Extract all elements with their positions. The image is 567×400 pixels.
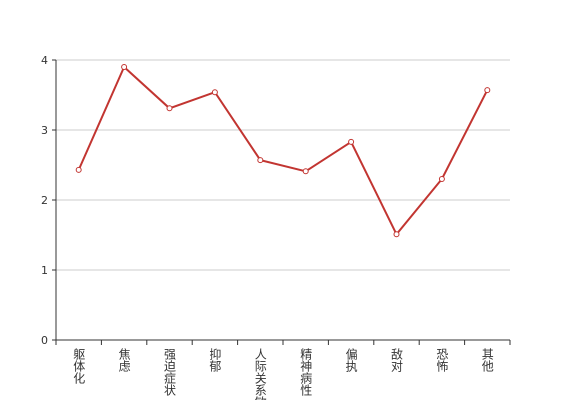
x-tick-label: 躯体化: [72, 347, 86, 385]
data-point: [302, 168, 309, 175]
y-tick-label: 2: [41, 194, 48, 207]
data-point: [438, 176, 445, 182]
y-tick-label: 0: [41, 334, 48, 347]
x-tick-label: 强迫症状: [163, 348, 177, 396]
y-tick-label: 4: [41, 54, 48, 67]
data-point: [484, 87, 491, 94]
x-tick-label: 焦虑: [117, 348, 131, 372]
data-point: [211, 89, 218, 96]
data-point: [393, 231, 400, 238]
data-point: [166, 105, 173, 112]
x-tick-label: 精神病性: [299, 348, 313, 397]
series-line: [77, 65, 489, 237]
y-tick-label: 1: [41, 264, 48, 277]
x-tick-label: 敌对: [390, 347, 404, 372]
data-point: [348, 138, 355, 145]
data-point: [121, 64, 128, 70]
data-point: [257, 157, 264, 164]
x-tick-label: 人际关系敏感: [253, 348, 267, 400]
x-tick-label: 其他: [480, 348, 494, 372]
data-point: [75, 166, 82, 173]
x-tick-label: 恐怖: [435, 348, 449, 372]
x-tick-label: 偏执: [344, 347, 358, 373]
y-tick-label: 3: [41, 124, 48, 137]
x-tick-label: 抑郁: [208, 347, 222, 373]
